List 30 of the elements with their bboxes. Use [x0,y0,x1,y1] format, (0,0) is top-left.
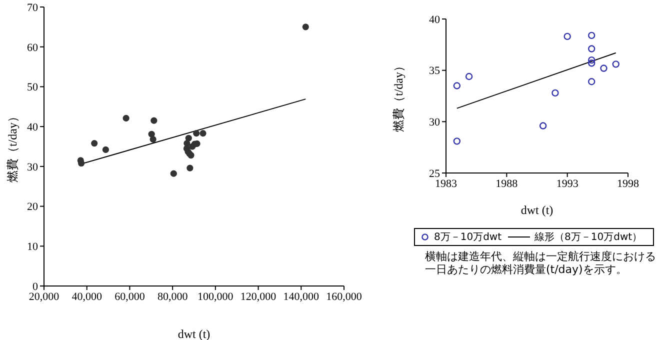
x-tick-label: 40,000 [72,290,102,303]
x-tick-label: 80,000 [157,290,188,303]
x-axis-title: dwt (t) [520,203,554,217]
y-tick-label: 10 [27,241,38,254]
x-tick-label: 1983 [435,178,458,190]
y-tick-label: 30 [27,161,38,174]
y-tick-label: 0 [32,280,38,293]
y-tick-label: 70 [27,2,38,14]
x-tick-label: 140,000 [283,290,320,303]
legend-label: 線形（8万－10万dwt） [534,231,642,244]
y-tick-label: 20 [27,201,38,214]
x-tick-label: 100,000 [198,290,234,303]
y-tick-label: 60 [27,42,38,54]
y-tick-label: 40 [27,121,38,134]
x-tick-label: 1988 [496,178,518,190]
y-tick-label: 35 [429,65,440,78]
legend-label: 8万－10万dwt [434,231,502,244]
y-tick-label: 50 [27,82,38,94]
y-tick-label: 25 [429,168,440,180]
y-axis-title: 燃費（t/day） [5,110,20,182]
x-tick-label: 1993 [556,178,579,190]
x-tick-label: 160,000 [326,290,362,303]
x-tick-label: 60,000 [114,290,146,303]
x-tick-label: 20,000 [28,290,60,303]
x-tick-label: 120,000 [240,290,277,303]
y-tick-label: 30 [429,116,440,129]
y-axis-title: 燃費（t/day） [391,60,406,132]
x-tick-label: 1998 [617,178,640,190]
text: 横軸は建造年代、縦軸は一定航行速度における一日あたりの燃料消費量(t/day)を示す。 [425,250,657,276]
y-tick-label: 40 [429,14,440,26]
